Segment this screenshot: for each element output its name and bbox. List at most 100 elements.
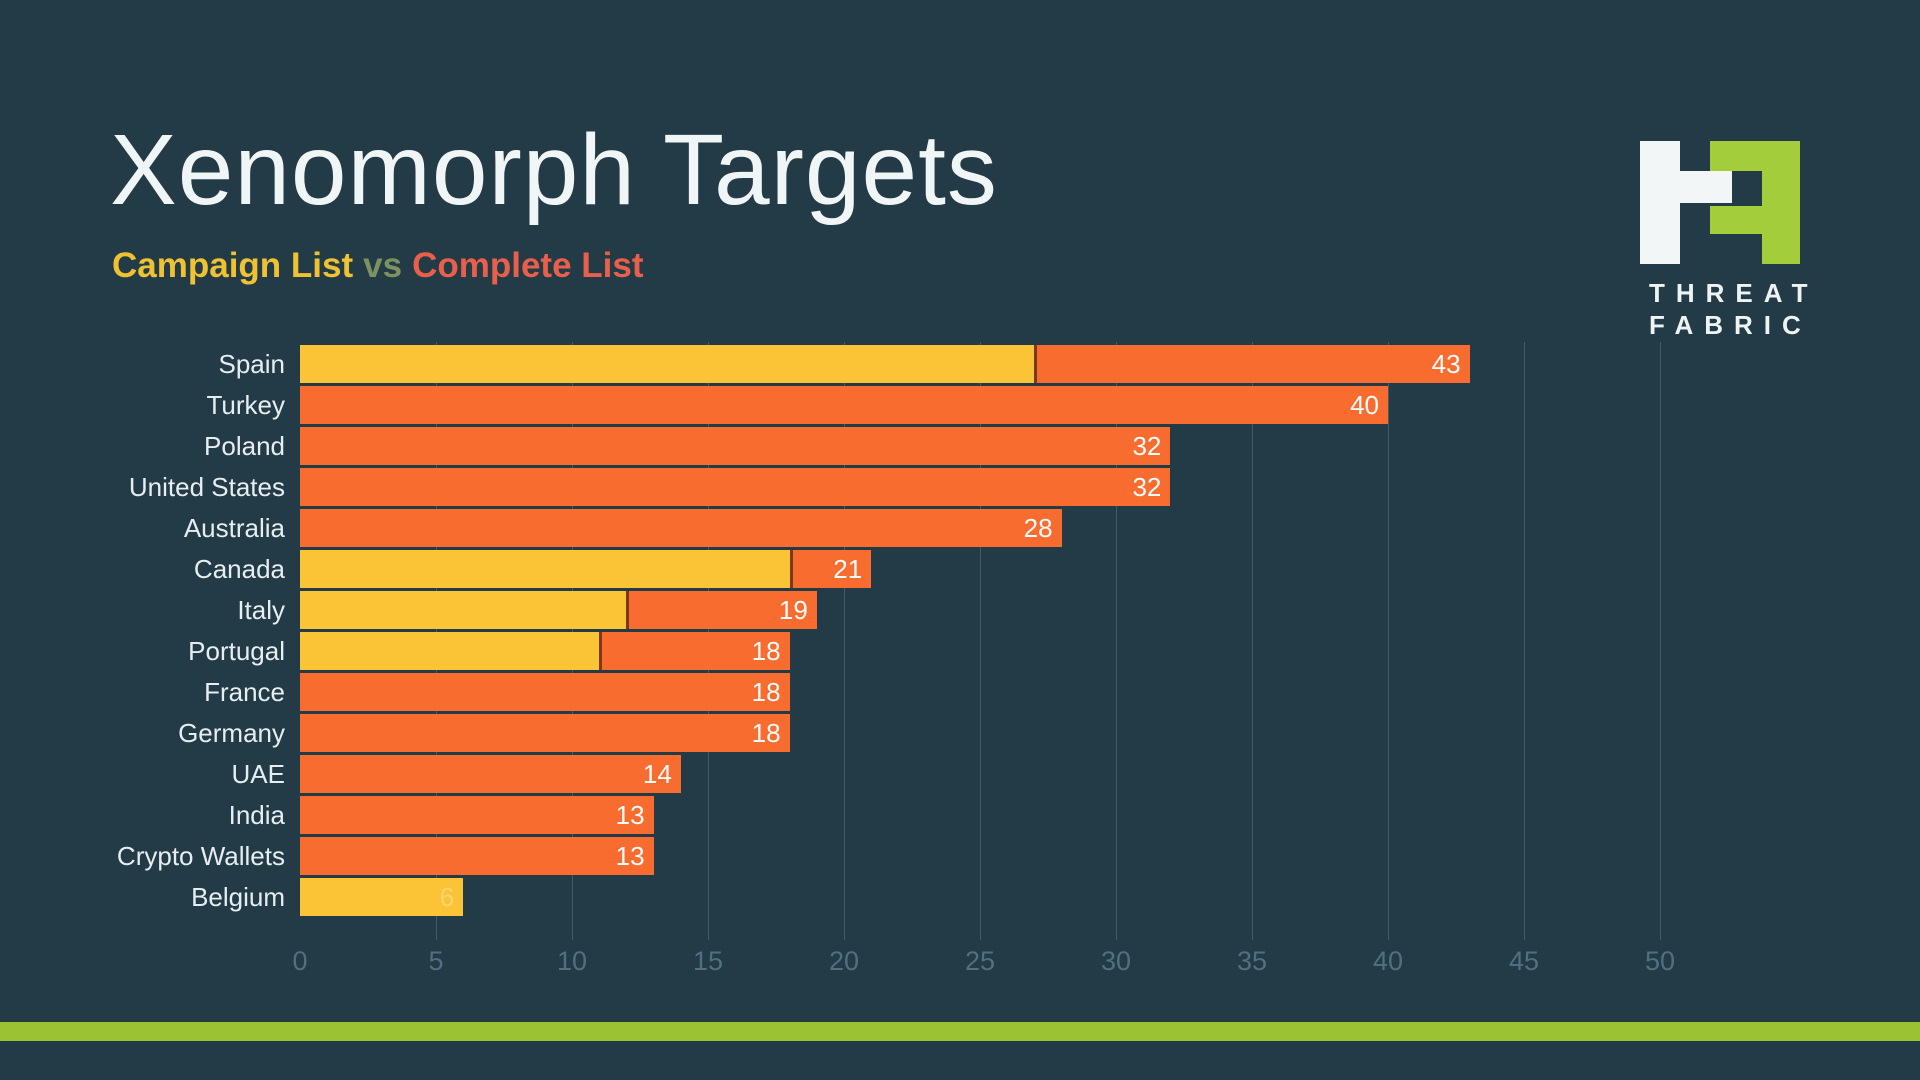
gridline-30 xyxy=(1116,342,1117,940)
bar-value-label: 6 xyxy=(439,882,455,912)
category-label: Crypto Wallets xyxy=(116,841,285,871)
complete-bar-segment xyxy=(300,673,790,711)
gridline-35 xyxy=(1252,342,1253,940)
category-label: UAE xyxy=(231,759,285,789)
x-axis-tick-45: 45 xyxy=(1508,946,1540,976)
x-axis-tick-35: 35 xyxy=(1236,946,1268,976)
chart-row: Germany 18 xyxy=(0,714,1920,752)
bar: 32 xyxy=(300,427,1171,465)
x-axis-tick-20: 20 xyxy=(828,946,860,976)
category-label: Italy xyxy=(237,595,285,625)
bar-value-label: 40 xyxy=(1350,390,1379,420)
bar: 40 xyxy=(300,386,1388,424)
bar: 21 xyxy=(300,550,872,588)
complete-bar-segment xyxy=(626,591,817,629)
footer-accent-strip xyxy=(0,1022,1920,1041)
gridline-50 xyxy=(1660,342,1661,940)
page-title: Xenomorph Targets xyxy=(110,114,998,226)
bar: 32 xyxy=(300,468,1171,506)
bar: 18 xyxy=(300,632,790,670)
category-label: India xyxy=(228,800,285,830)
bar-chart: Spain 43 Turkey 40 Poland 32 United States 32 Au… xyxy=(0,345,1920,919)
bar: 14 xyxy=(300,755,681,793)
bar-value-label: 21 xyxy=(833,554,863,584)
x-axis: 0 5 10 15 20 25 30 35 40 45 50 xyxy=(0,946,1920,980)
chart-row: Turkey 40 xyxy=(0,386,1920,424)
bar-value-label: 19 xyxy=(778,595,808,625)
campaign-bar-segment xyxy=(300,591,627,629)
logo-text-threat: THREAT xyxy=(1649,278,1819,308)
bar: 13 xyxy=(300,837,654,875)
threatfabric-logo: THREAT FABRIC xyxy=(1638,141,1819,340)
gridline-25 xyxy=(980,342,981,940)
bar-value-label: 28 xyxy=(1023,513,1053,543)
x-axis-tick-25: 25 xyxy=(964,946,996,976)
complete-bar-segment xyxy=(789,550,872,588)
category-label: Portugal xyxy=(188,636,285,666)
chart-row: Crypto Wallets 13 xyxy=(0,837,1920,875)
bar-value-label: 14 xyxy=(642,759,672,789)
bar-value-label: 13 xyxy=(615,841,645,871)
chart-row: UAE 14 xyxy=(0,755,1920,793)
complete-bar-segment xyxy=(300,714,790,752)
bar-value-label: 43 xyxy=(1431,349,1461,379)
complete-bar-segment xyxy=(300,509,1062,547)
chart-row: Spain 43 xyxy=(0,345,1920,383)
category-label: Germany xyxy=(178,718,285,748)
gridline-40 xyxy=(1388,342,1389,940)
category-label: France xyxy=(204,677,285,707)
bar: 6 xyxy=(300,878,464,916)
complete-bar-segment xyxy=(300,427,1171,465)
bar-value-label: 18 xyxy=(751,718,781,748)
chart-legend-subtitle: Campaign List vs Complete List xyxy=(112,246,644,286)
chart-row: Canada 21 xyxy=(0,550,1920,588)
legend-campaign-list: Campaign List xyxy=(112,246,354,285)
bar-value-label: 32 xyxy=(1132,431,1162,461)
chart-row: United States 32 xyxy=(0,468,1920,506)
category-label: Turkey xyxy=(206,390,286,420)
x-axis-tick-50: 50 xyxy=(1644,946,1676,976)
legend-complete-list: Complete List xyxy=(412,246,644,285)
chart-row: Australia 28 xyxy=(0,509,1920,547)
chart-row: France 18 xyxy=(0,673,1920,711)
bar-value-label: 18 xyxy=(751,636,781,666)
category-label: Poland xyxy=(204,431,285,461)
x-axis-tick-0: 0 xyxy=(292,946,308,976)
x-axis-tick-30: 30 xyxy=(1100,946,1132,976)
complete-bar-segment xyxy=(300,468,1171,506)
logo-text-fabric: FABRIC xyxy=(1649,310,1812,340)
x-axis-tick-15: 15 xyxy=(692,946,724,976)
bar: 13 xyxy=(300,796,654,834)
complete-bar-segment xyxy=(300,837,654,875)
x-axis-tick-5: 5 xyxy=(428,946,444,976)
category-label: United States xyxy=(128,472,285,502)
chart-row: Belgium 6 xyxy=(0,878,1920,916)
campaign-bar-segment xyxy=(300,550,790,588)
legend-vs-label: vs xyxy=(363,246,403,285)
bar-value-label: 32 xyxy=(1132,472,1162,502)
campaign-bar-segment xyxy=(300,632,600,670)
gridline-20 xyxy=(844,342,845,940)
campaign-bar-segment xyxy=(300,878,464,916)
chart-row: Italy 19 xyxy=(0,591,1920,629)
chart-row: Portugal 18 xyxy=(0,632,1920,670)
bar: 18 xyxy=(300,714,790,752)
complete-bar-segment xyxy=(300,386,1388,424)
bar: 18 xyxy=(300,673,790,711)
complete-bar-segment xyxy=(1034,345,1470,383)
threatfabric-logo-mark-icon xyxy=(1640,141,1800,264)
chart-row: India 13 xyxy=(0,796,1920,834)
x-axis-tick-10: 10 xyxy=(556,946,588,976)
bar: 43 xyxy=(300,345,1470,383)
bar: 19 xyxy=(300,591,817,629)
category-label: Australia xyxy=(183,513,285,543)
category-label: Belgium xyxy=(191,882,285,912)
campaign-bar-segment xyxy=(300,345,1035,383)
category-label: Spain xyxy=(218,349,286,379)
gridline-45 xyxy=(1524,342,1525,940)
bar-value-label: 13 xyxy=(615,800,645,830)
x-axis-tick-40: 40 xyxy=(1372,946,1404,976)
complete-bar-segment xyxy=(599,632,790,670)
chart-row: Poland 32 xyxy=(0,427,1920,465)
complete-bar-segment xyxy=(300,796,654,834)
